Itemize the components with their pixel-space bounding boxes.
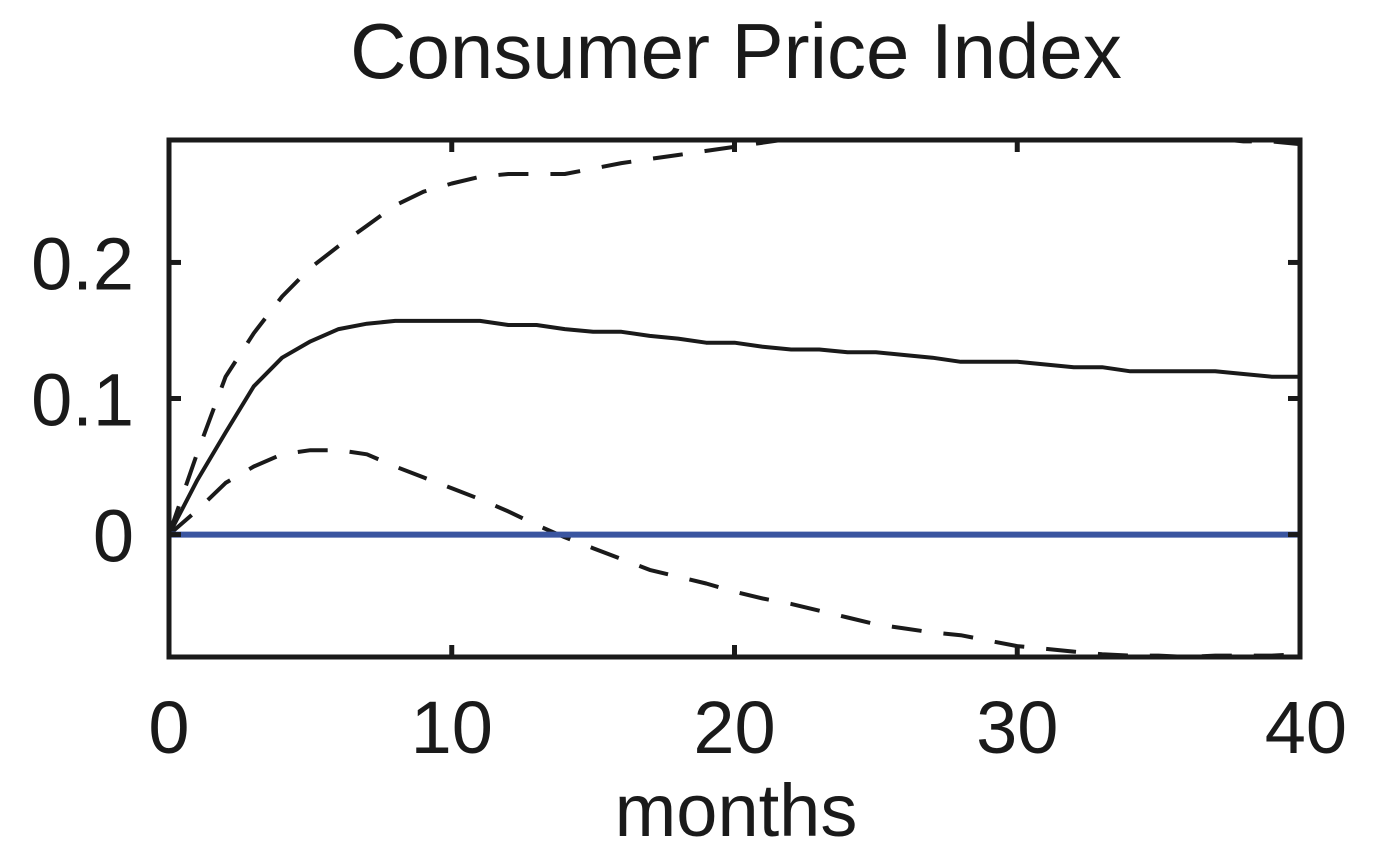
chart-title: Consumer Price Index — [350, 7, 1122, 95]
x-tick-labels: 0 10 20 30 40 — [148, 686, 1347, 769]
y-tick-label: 0.2 — [31, 222, 134, 305]
series-layer — [169, 140, 1300, 657]
ticks-layer — [166, 140, 1303, 657]
series-line-1 — [169, 318, 1300, 536]
x-tick-label: 40 — [1265, 686, 1347, 769]
x-tick-label: 0 — [148, 686, 189, 769]
x-tick-label: 20 — [693, 686, 775, 769]
plot-frame — [166, 137, 1303, 660]
y-tick-label: 0 — [93, 495, 134, 578]
series-line-2 — [169, 140, 1300, 536]
series-line-3 — [169, 448, 1300, 657]
y-tick-label: 0.1 — [31, 359, 134, 442]
x-tick-label: 30 — [976, 686, 1058, 769]
y-tick-labels: 0 0.1 0.2 — [31, 222, 134, 577]
x-tick-label: 10 — [411, 686, 493, 769]
x-axis-label: months — [615, 769, 858, 852]
